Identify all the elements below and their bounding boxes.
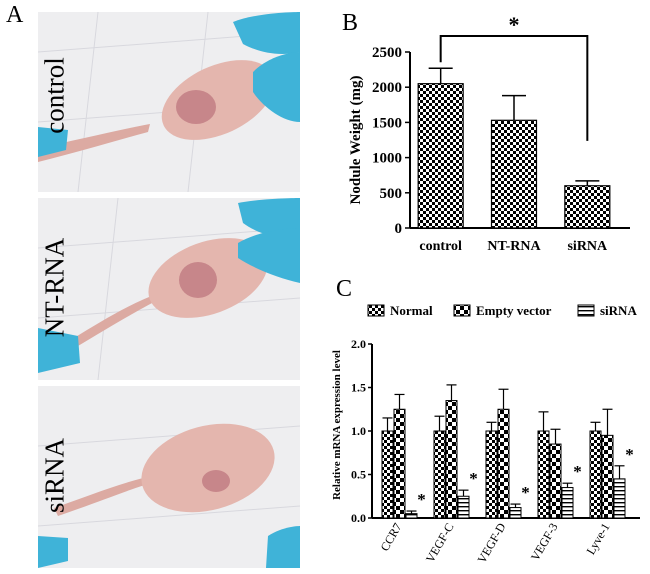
bar-Lyve-1-1 [601,434,614,519]
x-tick-label: Lyve-1 [583,521,612,557]
bar-VEGF-3-2 [561,487,574,519]
bar-CCR7-0 [381,430,394,519]
x-tick-label: VEGF-C [423,521,457,566]
significance-star: * [469,469,478,488]
bar-VEGF-D-0 [485,430,498,519]
y-tick-label: 0.5 [351,468,366,482]
bar-VEGF-C-2 [457,495,470,519]
mouse-photo-nt-rna [38,198,300,380]
y-tick-label: 0 [395,221,403,237]
legend-label-2: siRNA [600,303,637,318]
bar-CCR7-1 [393,408,406,519]
nodule-weight-chart: 0 500 1000 1500 2000 2500 Nodule Weight (mg) co… [348,12,630,254]
significance-star: * [625,445,634,464]
legend-swatch-2 [577,304,595,317]
y-tick-label: 1000 [372,151,402,167]
significance-star: * [509,12,520,37]
x-tick-label: VEGF-D [474,520,508,565]
panel-b-letter: B [342,10,359,36]
photo-label-nt-rna: NT-RNA [39,237,70,338]
panel-a-letter: A [6,2,24,28]
significance-bracket [439,35,589,141]
legend-label-1: Empty vector [476,303,552,318]
photo-label-control: control [39,57,70,134]
x-tick-label: CCR7 [377,521,404,554]
mouse-photo-sirna [38,386,300,568]
bar-VEGF-3-0 [537,430,550,519]
y-tick-label: 1.5 [351,381,366,395]
y-tick-label: 500 [380,186,403,202]
legend-swatch-0 [367,304,385,317]
bar-control [417,83,464,229]
x-tick-label: NT-RNA [487,239,541,254]
y-axis-label: Nodule Weight (mg) [348,76,364,205]
significance-star: * [417,490,426,509]
panel-c-letter: C [336,276,353,302]
y-tick-label: 2.0 [351,337,366,351]
photo-nt-rna: NT-RNA [38,198,300,380]
bar-VEGF-C-0 [433,430,446,519]
y-tick-label: 1.0 [351,424,366,438]
bar-siRNA [564,185,611,229]
bar-VEGF-D-1 [497,408,510,519]
mouse-photo-control [38,12,300,192]
x-tick-label: siRNA [567,239,608,254]
bar-VEGF-D-2 [509,507,522,519]
bar-VEGF-C-1 [445,400,458,519]
x-tick-label: control [419,239,462,254]
bar-CCR7-2 [405,513,418,519]
mrna-expression-chart: Normal Empty vector siRNA 0.0 0.5 1.0 1.5 2.0 Re… [331,303,640,566]
bar-Lyve-1-0 [589,430,602,519]
y-axis-label: Relative mRNA expression level [331,350,343,500]
photo-label-sirna: siRNA [39,438,70,514]
y-tick-label: 2000 [372,80,402,96]
significance-star: * [573,462,582,481]
y-tick-label: 1500 [372,115,402,131]
legend-swatch-1 [453,304,471,317]
bar-Lyve-1-2 [613,478,626,519]
bar-NT-RNA [490,119,538,229]
photo-sirna: siRNA [38,386,300,568]
significance-star: * [521,483,530,502]
legend-label-0: Normal [390,303,433,318]
y-tick-label: 0.0 [351,511,366,525]
y-tick-label: 2500 [372,45,402,61]
photo-control: control [38,12,300,192]
x-tick-label: VEGF-3 [528,521,561,564]
bar-VEGF-3-1 [549,443,562,519]
